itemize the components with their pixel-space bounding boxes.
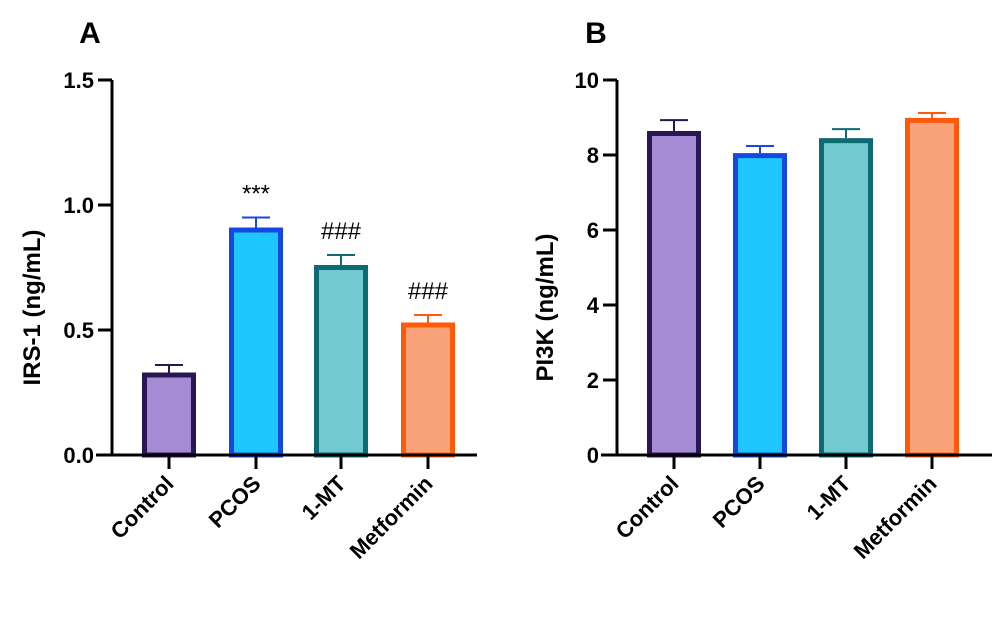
y-axis-title: IRS-1 (ng/mL) (19, 230, 46, 386)
panel-label: A (79, 17, 101, 50)
bar-1-mt (819, 138, 873, 458)
y-tick-label: 0 (587, 443, 599, 468)
x-tick-label: 1-MT (297, 470, 351, 524)
bar-1-mt (314, 265, 368, 458)
panel-label: B (585, 17, 607, 50)
bar-control (647, 131, 701, 458)
y-tick-label: 8 (587, 143, 599, 168)
y-tick-label: 4 (587, 293, 600, 318)
y-tick-label: 2 (587, 368, 599, 393)
y-tick-label: 0.0 (63, 443, 94, 468)
significance-label: ### (408, 278, 449, 305)
bar-pcos (229, 227, 283, 458)
y-tick-label: 10 (575, 68, 599, 93)
bar-metformin (401, 322, 455, 458)
x-tick-label: PCOS (708, 471, 770, 533)
panel-a: A Control *** PCOS ### 1-MT ### Metformin 0.0 0.5… (19, 17, 477, 564)
x-tick-label: Control (106, 471, 179, 544)
x-tick-label: Metformin (849, 471, 942, 564)
y-tick-label: 0.5 (63, 318, 94, 343)
bar-control (142, 372, 196, 458)
y-axis-title: PI3K (ng/mL) (532, 234, 559, 382)
x-tick-label: Control (611, 471, 684, 544)
x-tick-label: PCOS (204, 471, 266, 533)
y-tick-label: 1.5 (63, 68, 94, 93)
bar-metformin (905, 117, 959, 458)
x-tick-label: 1-MT (802, 470, 856, 524)
x-tick-label: Metformin (345, 471, 438, 564)
y-tick-label: 6 (587, 218, 599, 243)
bar-pcos (733, 153, 787, 458)
significance-label: *** (242, 181, 270, 208)
significance-label: ### (321, 218, 362, 245)
y-tick-label: 1.0 (63, 193, 94, 218)
